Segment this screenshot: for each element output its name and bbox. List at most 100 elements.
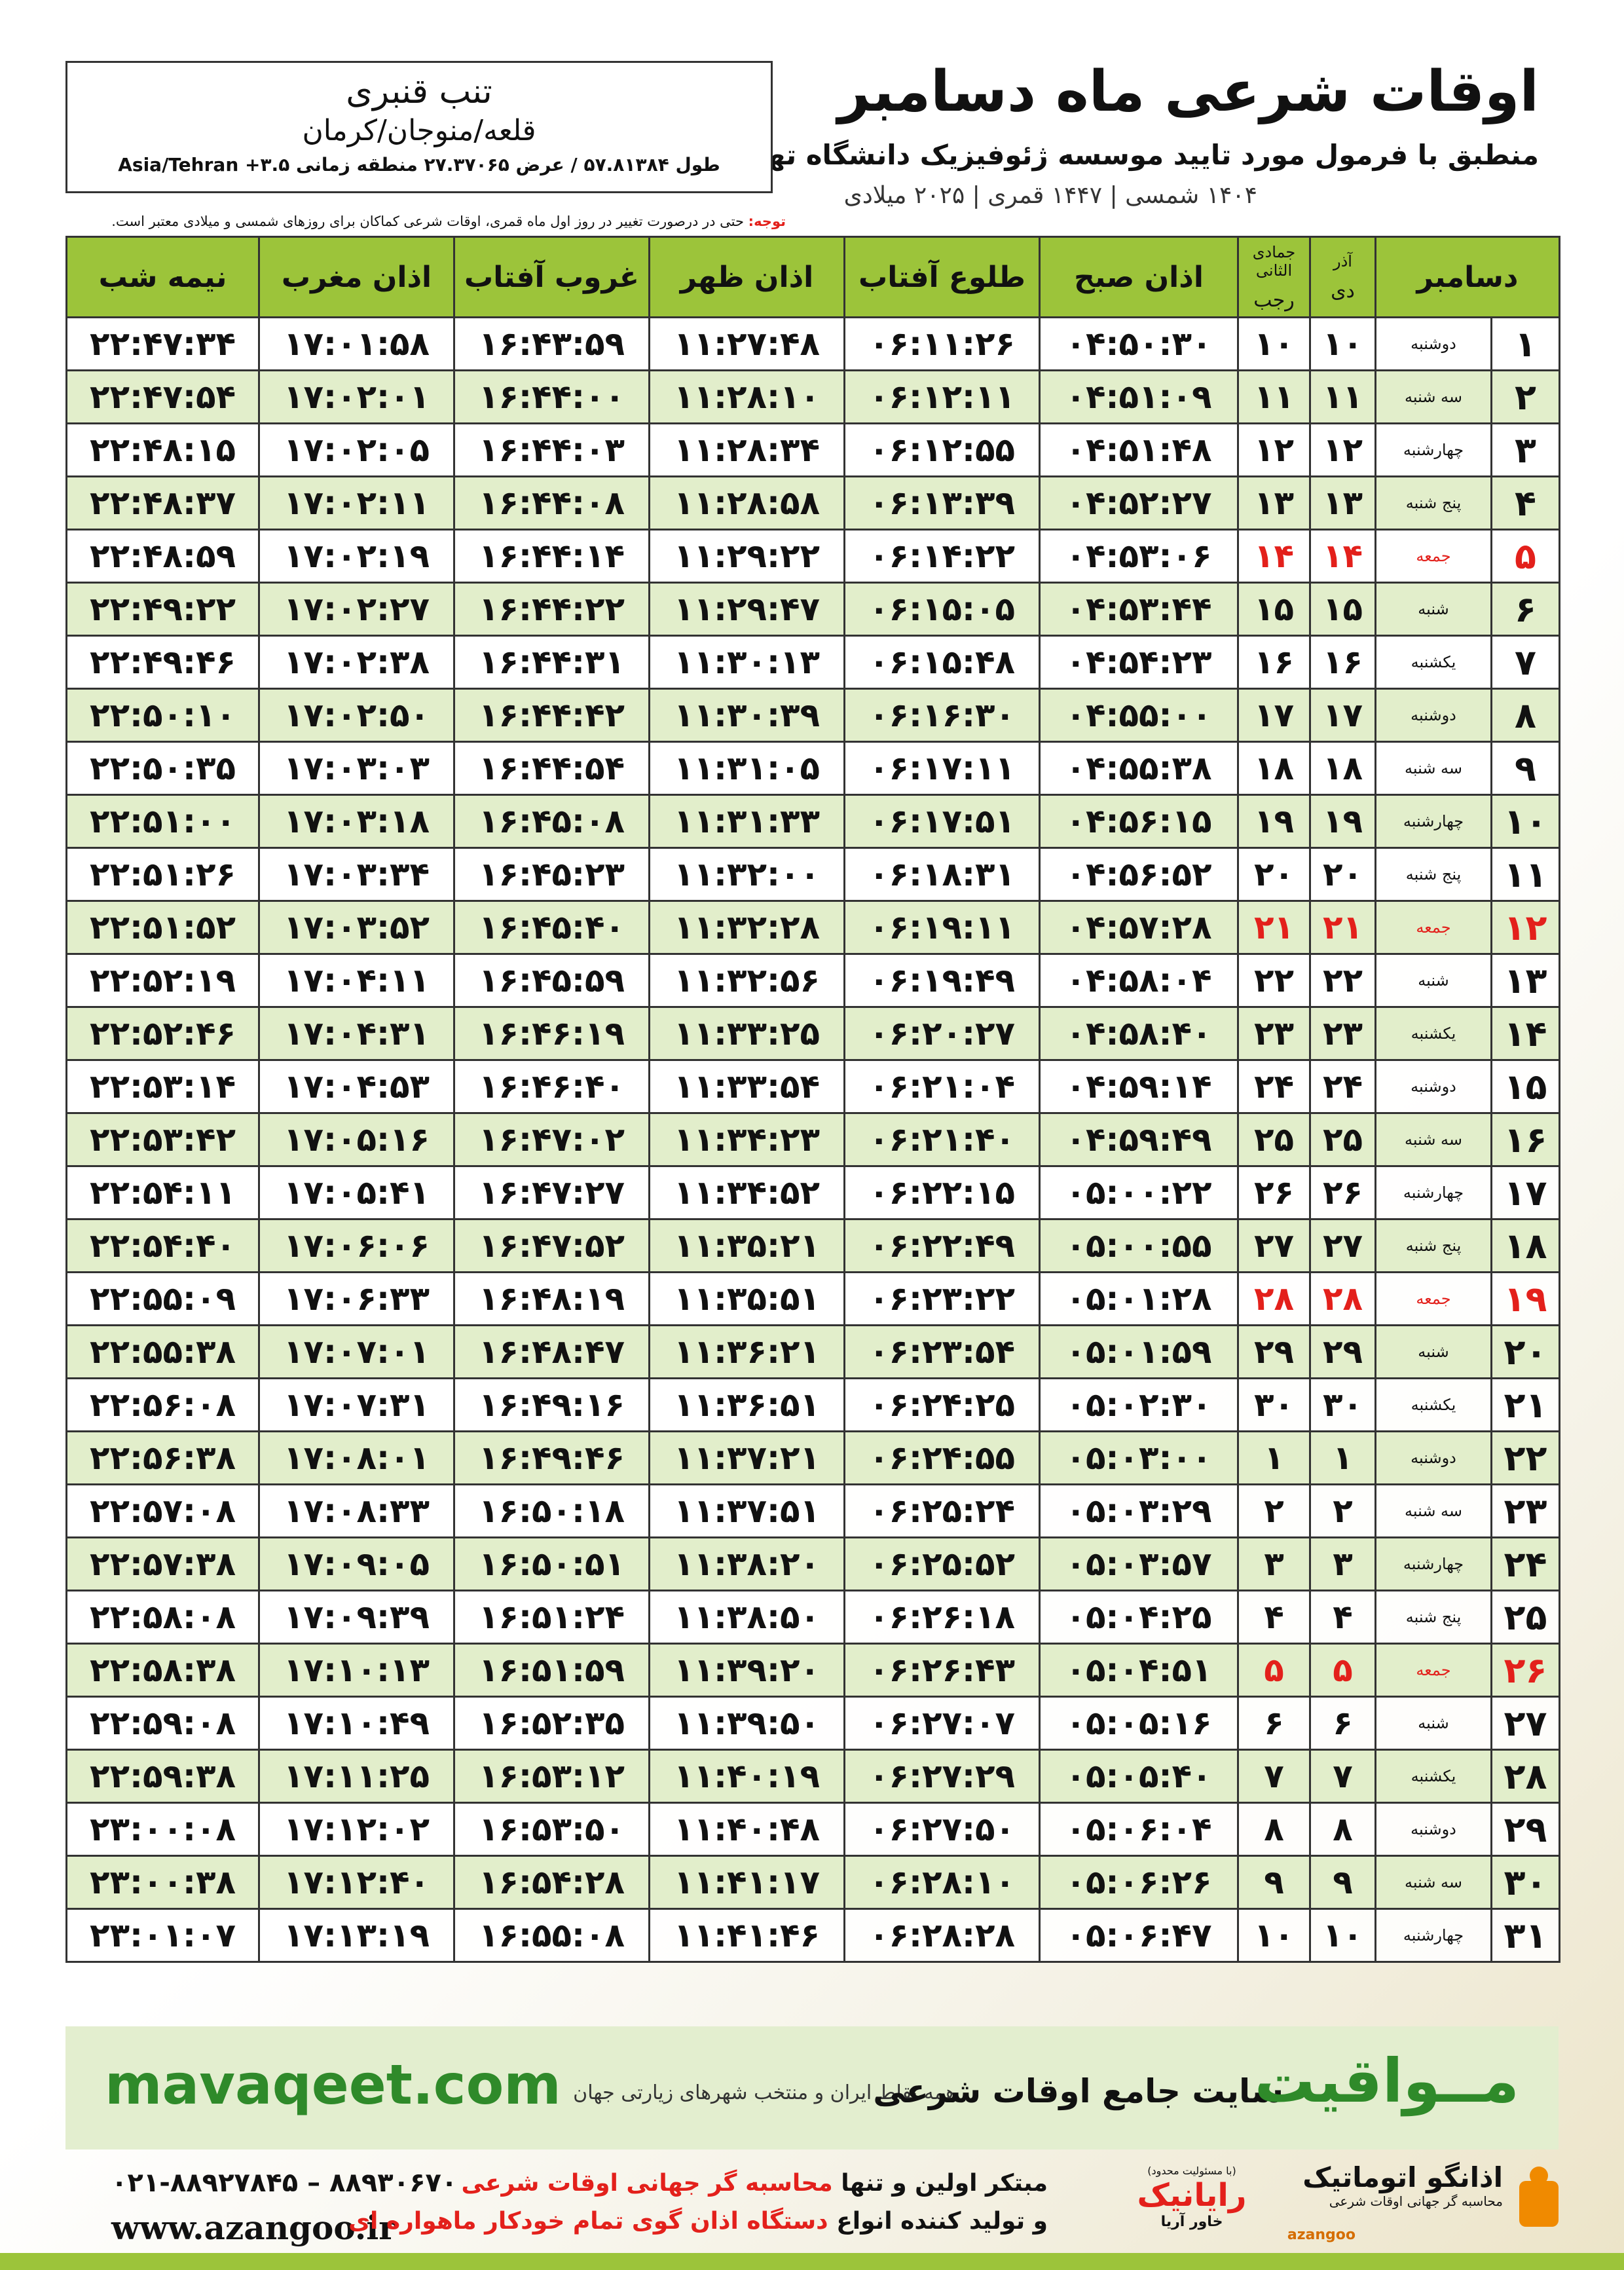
calendar-date: ۲۶ xyxy=(1309,1165,1376,1220)
day-number: ۲۷ xyxy=(1490,1696,1561,1751)
prayer-time: ۱۱:۳۸:۵۰ xyxy=(648,1590,845,1645)
prayer-time: ۲۲:۵۲:۱۹ xyxy=(65,953,260,1008)
prayer-time: ۰۵:۰۴:۲۵ xyxy=(1039,1590,1239,1645)
time-header: اذان مغرب xyxy=(258,236,455,318)
prayer-time: ۱۱:۳۴:۵۲ xyxy=(648,1165,845,1220)
weekday: چهارشنبه xyxy=(1374,1536,1493,1591)
prayer-table: دسامبر آذر دی جمادی الثانی رجب اذان صبح طلوع … xyxy=(65,236,1561,1963)
prayer-time: ۱۱:۳۲:۲۸ xyxy=(648,900,845,955)
time-header: غروب آفتاب xyxy=(453,236,650,318)
prayer-time: ۱۶:۴۴:۴۲ xyxy=(453,688,650,743)
calendar-date: ۲۰ xyxy=(1237,847,1311,902)
prayer-time: ۱۷:۰۲:۱۱ xyxy=(258,475,455,530)
prayer-time: ۰۵:۰۵:۱۶ xyxy=(1039,1696,1239,1751)
text: مبتکر اولین و تنها xyxy=(841,2170,1048,2197)
table-row: ۸ دوشنبه ۱۷ ۱۷ ۰۴:۵۵:۰۰ ۰۶:۱۶:۳۰ ۱۱:۳۰:۳۹ ۱۶:۴۴… xyxy=(65,688,1561,743)
table-row: ۲۱ یکشنبه ۳۰ ۳۰ ۰۵:۰۲:۳۰ ۰۶:۲۴:۲۵ ۱۱:۳۶:۵۱ ۱۶:۴… xyxy=(65,1377,1561,1432)
table-row: ۳ چهارشنبه ۱۲ ۱۲ ۰۴:۵۱:۴۸ ۰۶:۱۲:۵۵ ۱۱:۲۸:۳۴ ۱۶:… xyxy=(65,422,1561,477)
table-row: ۲۵ پنج شنبه ۴ ۴ ۰۵:۰۴:۲۵ ۰۶:۲۶:۱۸ ۱۱:۳۸:۵۰ ۱۶:۵… xyxy=(65,1590,1561,1645)
prayer-time: ۰۴:۵۹:۴۹ xyxy=(1039,1112,1239,1167)
prayer-time: ۱۱:۳۳:۵۴ xyxy=(648,1059,845,1114)
prayer-time: ۱۷:۱۲:۴۰ xyxy=(258,1855,455,1910)
prayer-time: ۰۴:۵۱:۰۹ xyxy=(1039,369,1239,424)
prayer-time: ۱۱:۳۲:۵۶ xyxy=(648,953,845,1008)
calendar-header: آذر دی xyxy=(1309,236,1376,318)
prayer-time: ۱۱:۳۵:۵۱ xyxy=(648,1271,845,1326)
table-row: ۳۰ سه شنبه ۹ ۹ ۰۵:۰۶:۲۶ ۰۶:۲۸:۱۰ ۱۱:۴۱:۱۷ ۱۶:۵۴… xyxy=(65,1855,1561,1910)
prayer-time: ۰۴:۵۹:۱۴ xyxy=(1039,1059,1239,1114)
day-number: ۱۵ xyxy=(1490,1059,1561,1114)
prayer-time: ۱۱:۴۰:۱۹ xyxy=(648,1749,845,1804)
calendar-date: ۲۴ xyxy=(1309,1059,1376,1114)
prayer-time: ۰۶:۱۲:۱۱ xyxy=(843,369,1041,424)
prayer-time: ۲۲:۵۶:۳۸ xyxy=(65,1430,260,1485)
calendar-date: ۱۰ xyxy=(1309,1908,1376,1963)
weekday: سه شنبه xyxy=(1374,369,1493,424)
text: (با مسئولیت محدود) xyxy=(1147,2165,1236,2177)
prayer-time: ۰۶:۱۶:۳۰ xyxy=(843,688,1041,743)
prayer-time: ۱۶:۴۸:۴۷ xyxy=(453,1324,650,1379)
prayer-time: ۱۱:۲۷:۴۸ xyxy=(648,316,845,371)
weekday: دوشنبه xyxy=(1374,1430,1493,1485)
weekday: شنبه xyxy=(1374,1324,1493,1379)
text: دستگاه اذان گوی تمام خودکار ماهواره ای xyxy=(348,2208,828,2235)
text: رایانیک xyxy=(1137,2177,1247,2214)
weekday: شنبه xyxy=(1374,582,1493,637)
prayer-time: ۱۶:۴۴:۲۲ xyxy=(453,582,650,637)
table-row: ۲ سه شنبه ۱۱ ۱۱ ۰۴:۵۱:۰۹ ۰۶:۱۲:۱۱ ۱۱:۲۸:۱۰ ۱۶:۴… xyxy=(65,369,1561,424)
prayer-time: ۱۱:۳۳:۲۵ xyxy=(648,1006,845,1061)
calendar-date: ۱۳ xyxy=(1309,475,1376,530)
day-number: ۲ xyxy=(1490,369,1561,424)
prayer-time: ۰۶:۱۵:۴۸ xyxy=(843,635,1041,690)
calendar-date: ۱۷ xyxy=(1237,688,1311,743)
prayer-time: ۲۲:۵۱:۵۲ xyxy=(65,900,260,955)
weekday: چهارشنبه xyxy=(1374,422,1493,477)
site-scope: همه نقاط ایران و منتخب شهرهای زیارتی جها… xyxy=(573,2081,956,2104)
prayer-time: ۲۲:۵۵:۳۸ xyxy=(65,1324,260,1379)
prayer-time: ۰۵:۰۴:۵۱ xyxy=(1039,1643,1239,1698)
calendar-date: ۳ xyxy=(1309,1536,1376,1591)
prayer-time: ۰۴:۵۷:۲۸ xyxy=(1039,900,1239,955)
prayer-time: ۱۱:۳۷:۵۱ xyxy=(648,1483,845,1538)
note-text: حتی در درصورت تغییر در روز اول ماه قمری،… xyxy=(111,214,744,229)
prayer-time: ۰۶:۱۴:۲۲ xyxy=(843,529,1041,584)
prayer-time: ۱۶:۵۳:۵۰ xyxy=(453,1802,650,1857)
calendar-date: ۲۱ xyxy=(1237,900,1311,955)
prayer-time: ۲۲:۵۴:۱۱ xyxy=(65,1165,260,1220)
prayer-time: ۱۷:۰۷:۳۱ xyxy=(258,1377,455,1432)
prayer-time: ۰۶:۲۳:۲۲ xyxy=(843,1271,1041,1326)
prayer-time: ۱۱:۳۲:۰۰ xyxy=(648,847,845,902)
prayer-time: ۱۶:۴۵:۰۸ xyxy=(453,794,650,849)
calendar-date: ۱۹ xyxy=(1309,794,1376,849)
prayer-time: ۰۶:۲۶:۴۳ xyxy=(843,1643,1041,1698)
calendar-header-top: آذر xyxy=(1333,251,1352,270)
prayer-time: ۰۶:۱۲:۵۵ xyxy=(843,422,1041,477)
calendar-date: ۱۰ xyxy=(1237,1908,1311,1963)
prayer-time: ۰۵:۰۵:۴۰ xyxy=(1039,1749,1239,1804)
day-number: ۲۱ xyxy=(1490,1377,1561,1432)
prayer-time: ۱۶:۴۵:۲۳ xyxy=(453,847,650,902)
prayer-time: ۱۱:۲۸:۱۰ xyxy=(648,369,845,424)
prayer-time: ۲۲:۵۹:۳۸ xyxy=(65,1749,260,1804)
day-number: ۹ xyxy=(1490,741,1561,796)
prayer-time: ۱۱:۳۰:۳۹ xyxy=(648,688,845,743)
prayer-time: ۰۵:۰۳:۲۹ xyxy=(1039,1483,1239,1538)
prayer-time: ۰۶:۲۱:۰۴ xyxy=(843,1059,1041,1114)
place-box: تنب قنبری قلعه/منوجان/کرمان طول ۵۷.۸۱۳۸۴… xyxy=(65,61,773,193)
prayer-time: ۰۶:۲۷:۲۹ xyxy=(843,1749,1041,1804)
calendar-date: ۲۲ xyxy=(1237,953,1311,1008)
prayer-time: ۰۴:۵۰:۳۰ xyxy=(1039,316,1239,371)
weekday: شنبه xyxy=(1374,953,1493,1008)
prayer-time: ۰۴:۵۶:۱۵ xyxy=(1039,794,1239,849)
prayer-time: ۲۲:۵۸:۳۸ xyxy=(65,1643,260,1698)
day-number: ۱۶ xyxy=(1490,1112,1561,1167)
prayer-time: ۱۱:۲۸:۵۸ xyxy=(648,475,845,530)
calendar-date: ۲ xyxy=(1237,1483,1311,1538)
company-text: مبتکر اولین و تنها محاسبه گر جهانی اوقات… xyxy=(348,2165,1048,2241)
prayer-time: ۱۷:۰۸:۰۱ xyxy=(258,1430,455,1485)
day-number: ۳۰ xyxy=(1490,1855,1561,1910)
calendar-date: ۱۴ xyxy=(1237,529,1311,584)
prayer-time: ۰۵:۰۲:۳۰ xyxy=(1039,1377,1239,1432)
title: اوقات شرعی ماه دسامبر xyxy=(838,59,1539,124)
prayer-time: ۱۱:۳۱:۳۳ xyxy=(648,794,845,849)
